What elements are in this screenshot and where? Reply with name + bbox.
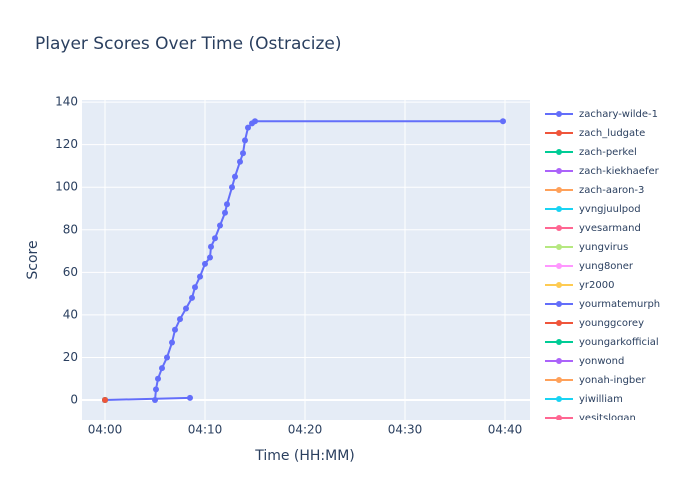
legend-label: yungvirus: [579, 242, 628, 253]
data-point: [208, 243, 214, 250]
legend-label: yourmatemurph: [579, 299, 660, 310]
legend-label: youngarkofficial: [579, 337, 659, 348]
legend-label: yonwond: [579, 356, 624, 367]
legend-marker: [556, 415, 562, 420]
y-tick-label: 140: [55, 95, 78, 109]
data-point: [207, 254, 213, 261]
legend-label: zach-aaron-3: [579, 185, 644, 196]
data-point: [500, 118, 506, 125]
data-point: [237, 158, 243, 165]
legend-label: yvngjuulpod: [579, 204, 641, 215]
data-point: [245, 124, 251, 131]
legend-marker: [556, 111, 562, 117]
y-tick-label: 40: [63, 307, 78, 321]
legend-marker: [556, 301, 562, 307]
y-tick-label: 80: [63, 222, 78, 236]
data-point: [232, 173, 238, 180]
data-point: [189, 294, 195, 301]
legend-marker: [556, 244, 562, 250]
data-point: [155, 375, 161, 382]
legend-label: yr2000: [579, 280, 614, 291]
legend-marker: [556, 377, 562, 383]
series-line: [104, 396, 191, 401]
data-point: [240, 150, 246, 157]
x-tick-label: 04:10: [188, 423, 223, 437]
data-point: [187, 394, 193, 401]
data-point: [183, 305, 189, 312]
legend-marker: [556, 263, 562, 269]
legend-marker: [556, 149, 562, 155]
data-point: [212, 235, 218, 242]
data-point: [217, 222, 223, 229]
legend-marker: [556, 187, 562, 193]
y-axis-title: Score: [25, 240, 41, 279]
series-line: [154, 120, 503, 401]
data-point: [242, 137, 248, 144]
x-tick-label: 04:20: [288, 423, 323, 437]
y-tick-label: 20: [63, 350, 78, 364]
y-tick-label: 0: [70, 393, 78, 407]
legend-marker: [556, 339, 562, 345]
legend-label: yung8oner: [579, 261, 634, 272]
legend-label: zach-kiekhaefer: [579, 166, 660, 177]
legend-marker: [556, 358, 562, 364]
legend-label: yonah-ingber: [579, 375, 646, 386]
data-point: [222, 209, 228, 216]
data-point: [224, 201, 230, 208]
y-tick-label: 100: [55, 180, 78, 194]
plot-area: [82, 100, 530, 420]
legend-label: zach_ludgate: [579, 128, 645, 139]
data-point: [177, 316, 183, 323]
legend-marker: [556, 282, 562, 288]
legend-label: yvesarmand: [579, 223, 641, 234]
chart-title: Player Scores Over Time (Ostracize): [35, 34, 342, 54]
data-point: [153, 386, 159, 393]
legend-label: younggcorey: [579, 318, 644, 329]
legend-label: yesitslogan: [579, 413, 636, 424]
x-tick-label: 04:40: [488, 423, 523, 437]
legend-label: zachary-wilde-1: [579, 109, 658, 120]
y-tick-label: 120: [55, 137, 78, 151]
data-point: [192, 284, 198, 291]
data-point: [152, 397, 158, 403]
legend-label: zach-perkel: [579, 147, 637, 158]
x-tick-label: 04:30: [388, 423, 423, 437]
data-point: [169, 339, 175, 346]
x-tick-label: 04:00: [88, 423, 123, 437]
data-point: [229, 184, 235, 191]
legend-marker: [556, 168, 562, 174]
data-point: [202, 260, 208, 267]
legend-marker: [556, 320, 562, 326]
legend-marker: [556, 396, 562, 402]
legend-marker: [556, 130, 562, 136]
y-tick-label: 60: [63, 265, 78, 279]
legend-label: yiwilliam: [579, 394, 623, 405]
data-point: [164, 354, 170, 361]
data-point: [197, 273, 203, 280]
data-point: [252, 118, 258, 125]
legend-marker: [556, 225, 562, 231]
x-axis-title: Time (HH:MM): [254, 448, 355, 464]
data-point: [102, 397, 108, 403]
data-point: [159, 365, 165, 372]
data-point: [172, 326, 178, 333]
legend-marker: [556, 206, 562, 212]
